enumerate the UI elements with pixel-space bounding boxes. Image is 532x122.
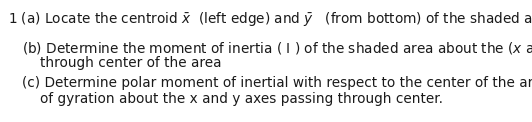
Text: through center of the area: through center of the area [40,56,221,70]
Text: of gyration about the x and y axes passing through center.: of gyration about the x and y axes passi… [40,92,443,106]
Text: (b) Determine the moment of inertia ( I ) of the shaded area about the ($x$ and : (b) Determine the moment of inertia ( I … [22,40,532,58]
Text: 1 (a) Locate the centroid $\bar{x}$  (left edge) and $\bar{y}$   (from bottom) o: 1 (a) Locate the centroid $\bar{x}$ (lef… [8,10,532,28]
Text: (c) Determine polar moment of inertial with respect to the center of the area an: (c) Determine polar moment of inertial w… [22,76,532,90]
